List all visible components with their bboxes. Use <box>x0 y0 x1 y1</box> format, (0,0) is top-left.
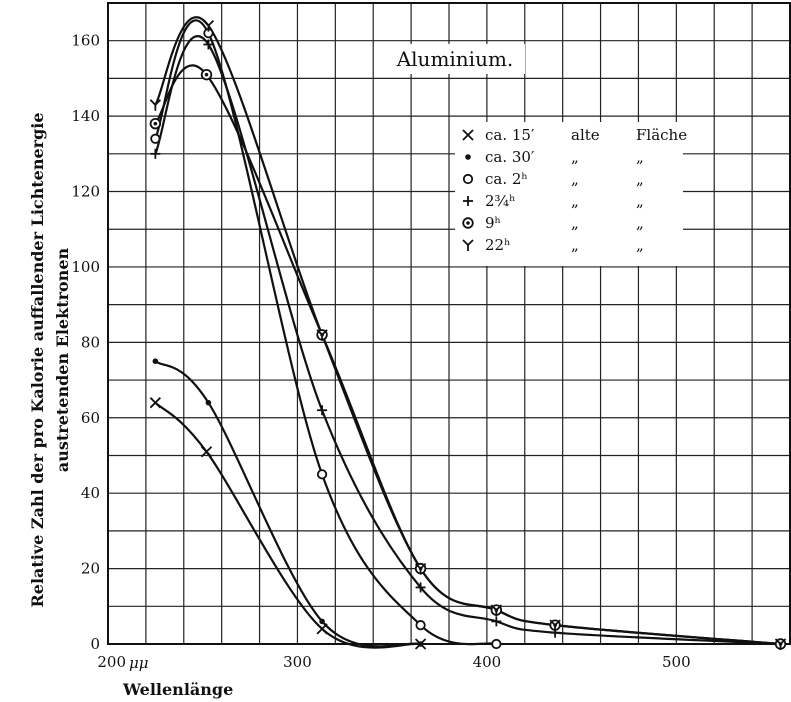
grid <box>107 2 791 645</box>
data-point-circle <box>316 469 328 480</box>
data-point-plus <box>150 148 161 159</box>
legend-entry-text: alte <box>571 126 600 144</box>
x-axis-label: Wellenlänge <box>122 680 233 699</box>
data-point-x <box>200 446 213 458</box>
legend-marker-dot <box>465 154 471 160</box>
legend-entry-text: „ <box>636 214 644 232</box>
y-axis-label-line2: austretenden Elektronen <box>53 248 72 473</box>
data-point-y <box>202 19 215 32</box>
tick-labels: 0 20 40 60 80 100 120 140 160 200 300 400 500 <box>71 32 690 671</box>
legend-entry-text: „ <box>636 170 644 188</box>
legend-marker-x <box>462 129 474 141</box>
data-point-dot <box>417 641 424 647</box>
legend-entry-text: „ <box>571 192 579 210</box>
legend-entry-text: „ <box>636 192 644 210</box>
y-tick-label: 0 <box>90 635 100 653</box>
legend-entry-text: Fläche <box>636 126 687 144</box>
data-point-y <box>149 99 161 111</box>
legend-marker-circledot <box>462 217 474 229</box>
data-point-plus <box>491 616 502 627</box>
legend-marker-circle <box>462 173 474 185</box>
series-line-x <box>154 401 421 649</box>
y-tick-label: 100 <box>71 258 100 276</box>
data-point-y <box>490 604 502 617</box>
data-point-x <box>316 623 328 635</box>
data-point-dot <box>319 618 325 625</box>
x-tick-label: 500 <box>662 653 691 671</box>
legend-entry-text: ca. 15′ <box>485 126 535 144</box>
legend-entry-text: „ <box>636 148 644 166</box>
y-tick-label: 40 <box>81 484 100 502</box>
y-tick-label: 140 <box>71 107 100 125</box>
legend-entry-text: 2¾ʰ <box>485 192 516 210</box>
chart-title: Aluminium. <box>396 47 514 71</box>
y-tick-label: 80 <box>81 333 100 351</box>
data-point-x <box>149 397 161 409</box>
data-point-circle <box>415 620 426 631</box>
data-point-y <box>316 329 328 341</box>
series-line-dot <box>154 360 421 648</box>
data-point-circledot <box>149 117 162 130</box>
legend-box <box>455 122 683 266</box>
legend-entry-text: „ <box>636 236 644 254</box>
data-point-dot <box>152 358 159 365</box>
legend-marker-plus <box>463 196 473 206</box>
legend-entry-text: „ <box>571 170 579 188</box>
data-point-circle <box>150 133 161 144</box>
y-tick-label: 160 <box>71 32 100 50</box>
x-unit-label: μμ <box>129 654 149 672</box>
data-point-y <box>774 638 787 650</box>
y-axis-label-line1: Relative Zahl der pro Kalorie auffallend… <box>28 112 47 607</box>
data-point-y <box>549 619 561 632</box>
x-tick-label: 300 <box>283 653 312 671</box>
legend-marker-y <box>462 239 474 251</box>
legend-entry-text: „ <box>571 148 579 166</box>
legend-entry-text: ca. 30′ <box>485 148 535 166</box>
series-line-y <box>154 16 781 646</box>
data-point-plus <box>415 582 426 593</box>
plot-frame <box>107 2 791 645</box>
y-tick-label: 120 <box>71 183 100 201</box>
x-tick-label: 200 <box>97 653 126 671</box>
markers <box>149 19 787 650</box>
data-point-circledot <box>200 68 213 81</box>
x-tick-label: 400 <box>473 653 502 671</box>
legend-entry-text: „ <box>571 214 579 232</box>
legend-entry-text: „ <box>571 236 579 254</box>
y-tick-label: 60 <box>81 409 100 427</box>
data-point-y <box>414 562 427 575</box>
data-point-circle <box>491 638 502 650</box>
legend-entry-text: 9ʰ <box>485 214 501 232</box>
data-point-plus <box>203 39 214 50</box>
title-box <box>385 44 525 74</box>
curves <box>154 16 781 649</box>
y-tick-label: 20 <box>81 560 100 578</box>
legend: ca. 15′ alte Fläche ca. 30′ „ „ ca. 2ʰ „ „ 2¾ʰ „ „ 9… <box>462 126 687 254</box>
data-point-plus <box>317 405 328 416</box>
legend-entry-text: ca. 2ʰ <box>485 170 528 188</box>
data-point-dot <box>205 399 212 406</box>
legend-entry-text: 22ʰ <box>485 236 511 254</box>
